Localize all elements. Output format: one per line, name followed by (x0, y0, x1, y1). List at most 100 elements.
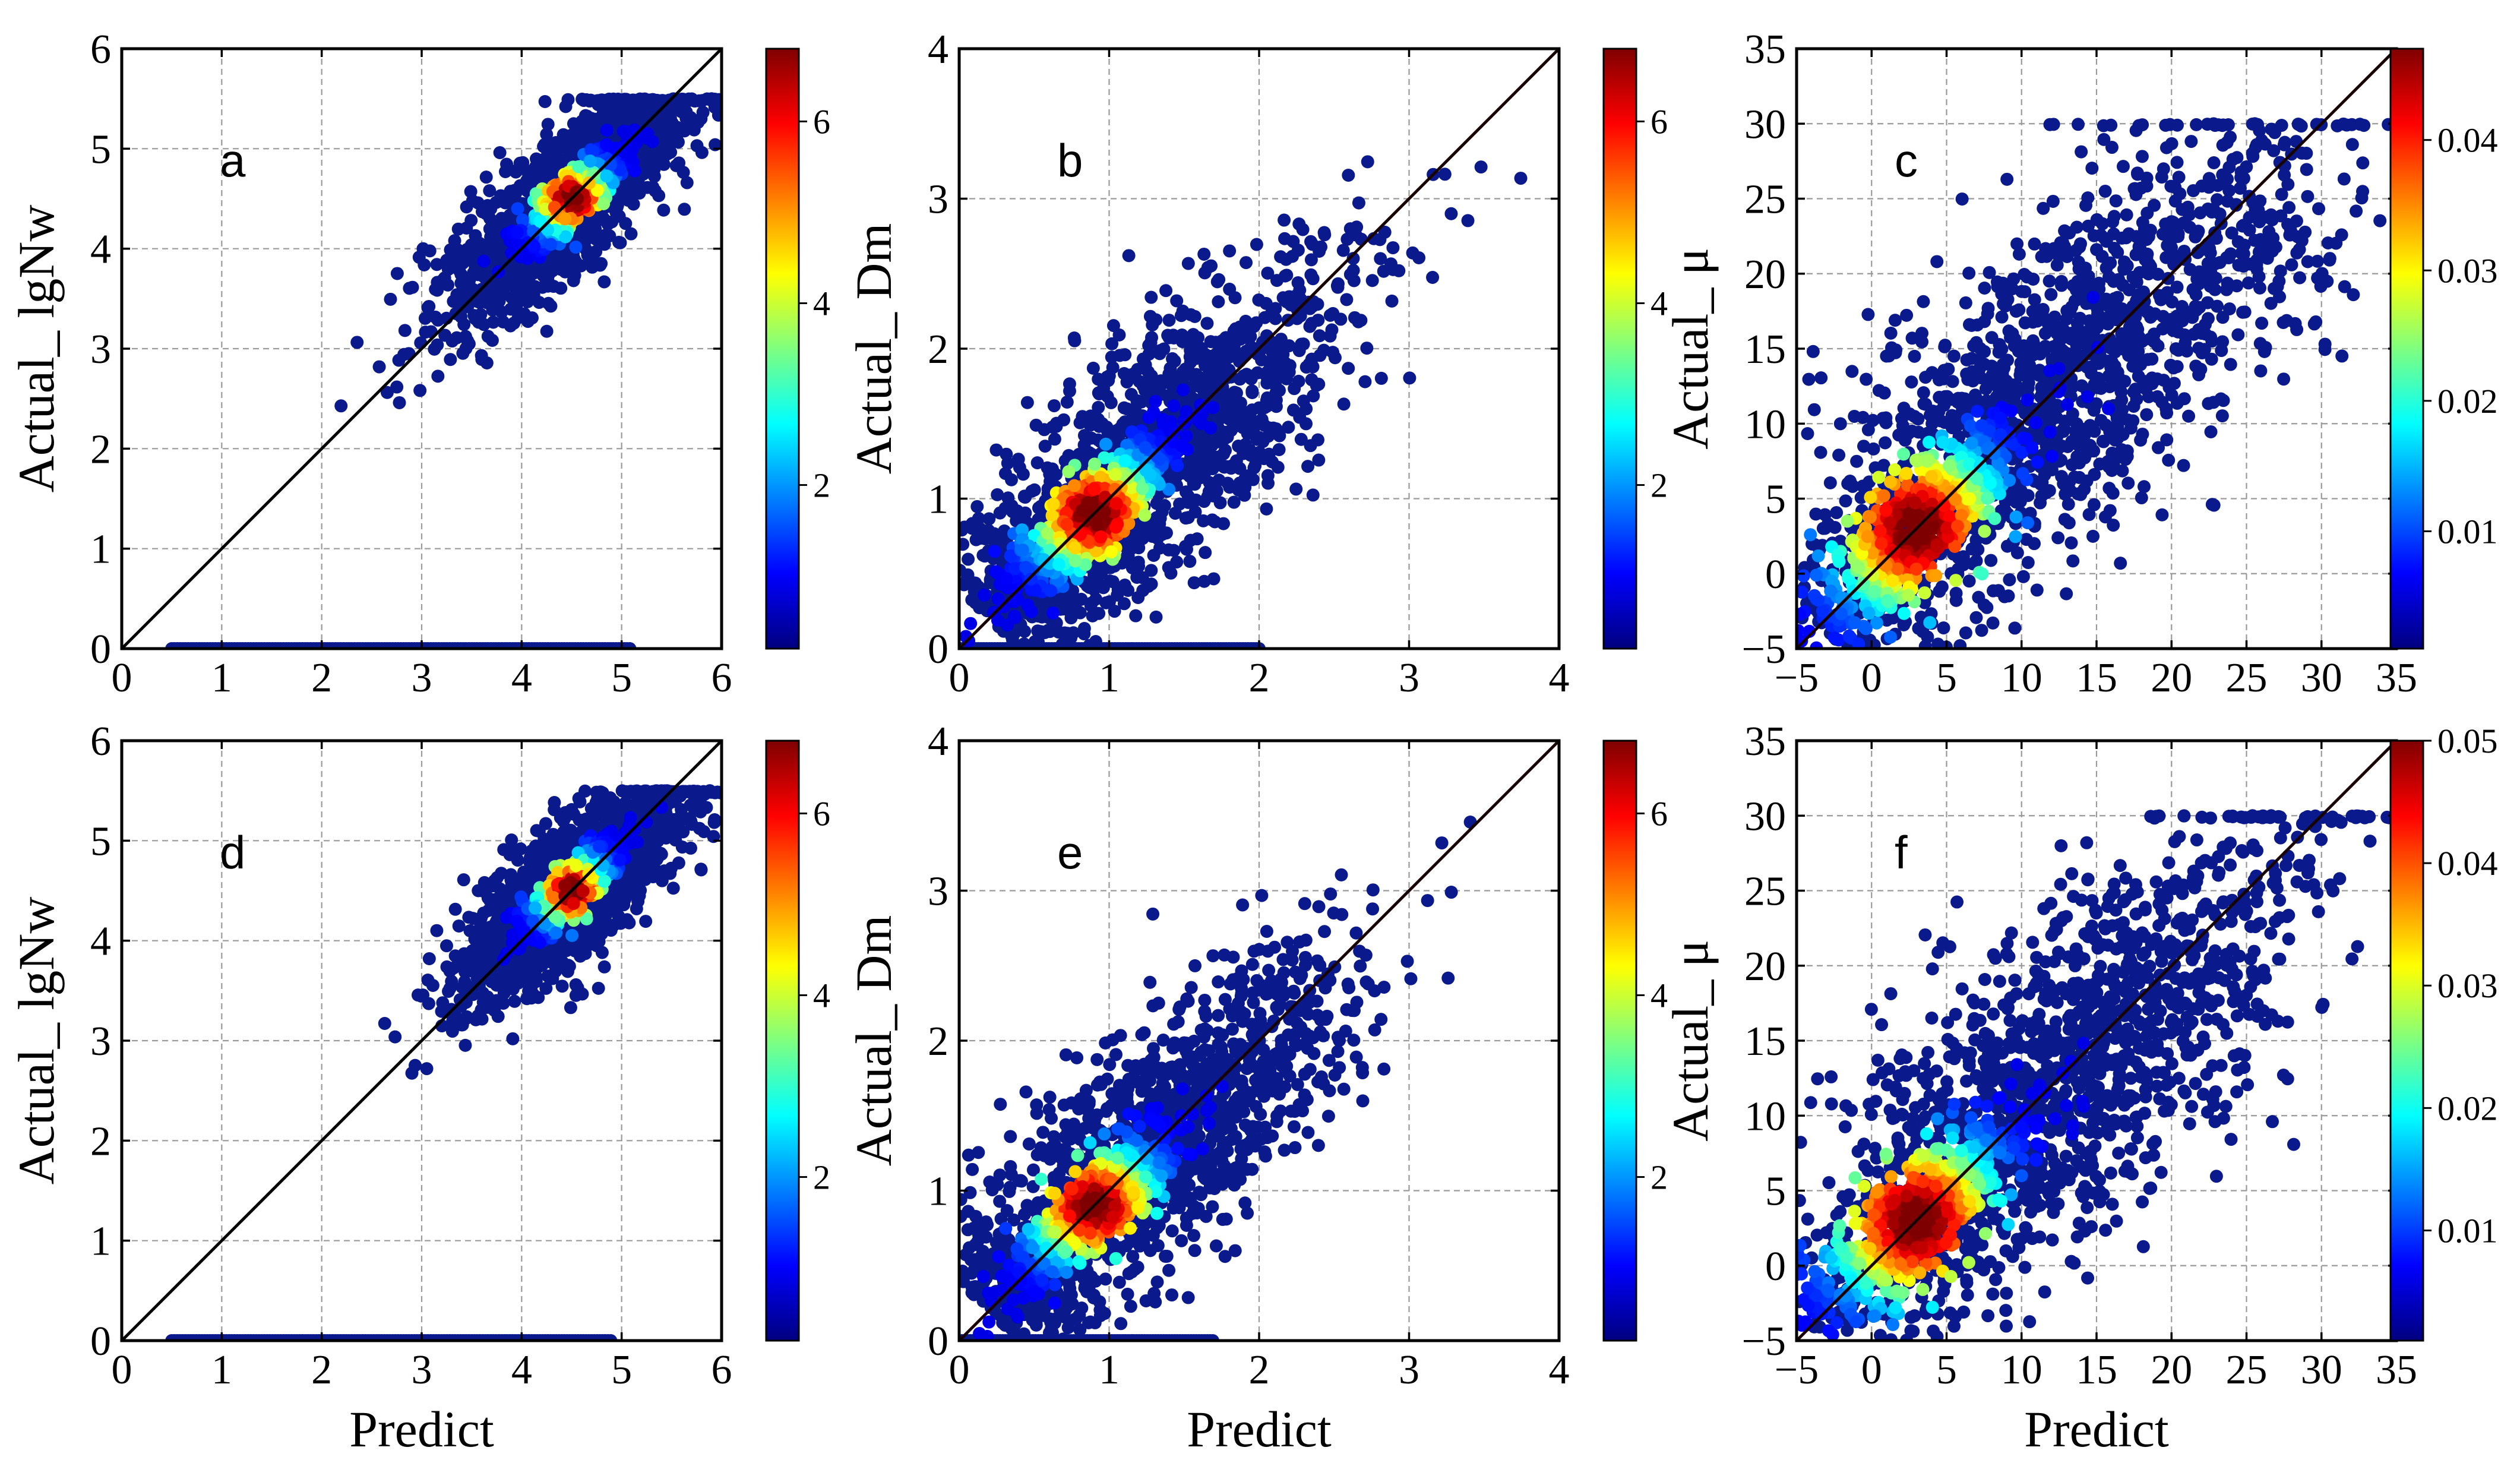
density-point (988, 545, 1001, 558)
point (1328, 351, 1342, 365)
point (1066, 584, 1080, 598)
point (1028, 635, 1042, 649)
point (1277, 359, 1291, 372)
point (1983, 266, 1996, 279)
point (567, 274, 580, 287)
point (499, 165, 513, 178)
density-point (1090, 519, 1104, 532)
point (1307, 389, 1320, 403)
point (2170, 280, 2184, 294)
point (1197, 514, 1210, 527)
point (1346, 252, 1360, 266)
density-point (614, 163, 627, 176)
point (1150, 497, 1163, 510)
point (962, 552, 975, 566)
density-point (1167, 399, 1181, 413)
colorbar-gradient (766, 49, 799, 649)
density-point (1118, 454, 1132, 467)
point (494, 194, 508, 208)
point (480, 198, 494, 212)
point (686, 116, 700, 130)
colorbar-tick-label: 6 (1651, 102, 1668, 141)
point (1227, 495, 1241, 509)
point (1144, 564, 1158, 577)
density-point (1011, 593, 1025, 606)
panel-letter: a (220, 134, 246, 187)
density-point (1153, 452, 1166, 466)
point (1361, 155, 1374, 169)
point (1144, 290, 1158, 304)
point (485, 334, 499, 347)
point (1253, 431, 1266, 444)
point (972, 511, 985, 525)
y-tick-label: 3 (928, 177, 948, 223)
panel-c: −5 0 5 10 15 20 25 30 35−505101520253035Actual_ … (1662, 27, 2498, 701)
point (1118, 579, 1131, 592)
point (482, 293, 495, 307)
point (1045, 462, 1059, 476)
point (1244, 330, 1257, 343)
zero-point (623, 642, 637, 649)
point (540, 137, 554, 150)
point (1089, 573, 1103, 586)
point (479, 170, 493, 184)
point (1374, 252, 1387, 266)
point (541, 118, 555, 131)
point (2356, 185, 2370, 198)
point (1168, 354, 1181, 368)
point (989, 443, 1003, 457)
point (1286, 403, 1300, 417)
point (2301, 255, 2315, 268)
point (1962, 266, 1976, 280)
point (620, 184, 634, 198)
point (1187, 345, 1201, 358)
point (617, 104, 631, 118)
point (1248, 459, 1262, 473)
point (2135, 491, 2148, 505)
point (2081, 219, 2095, 233)
point (1260, 394, 1273, 407)
point (2098, 184, 2112, 198)
point (380, 385, 394, 399)
point (1206, 372, 1220, 385)
density-point (1180, 405, 1193, 418)
point (557, 128, 570, 141)
point (1153, 347, 1166, 361)
point (1084, 599, 1098, 612)
density-point (1079, 558, 1092, 571)
point (1222, 409, 1236, 422)
point (390, 380, 404, 394)
density-point (544, 238, 558, 251)
y-tick-label: 1 (928, 477, 948, 523)
density-point (997, 600, 1011, 614)
point (457, 285, 470, 298)
point (1146, 530, 1159, 543)
density-point (1045, 510, 1059, 523)
identity-line (122, 49, 722, 649)
density-point (1046, 497, 1060, 511)
density-point (1109, 497, 1123, 510)
point (1102, 374, 1115, 387)
point (1346, 264, 1360, 277)
density-point (1052, 558, 1065, 571)
point (1348, 311, 1361, 324)
point (418, 311, 432, 325)
point (1017, 637, 1031, 649)
density-point (516, 213, 529, 227)
point (1178, 539, 1192, 553)
point (1304, 253, 1318, 267)
x-tick-label: 4 (511, 655, 532, 701)
point (1136, 352, 1150, 366)
density-point (978, 588, 991, 602)
point (998, 467, 1012, 481)
point (1272, 443, 1286, 456)
density-point (1193, 410, 1207, 424)
density-point (514, 239, 528, 252)
point (1386, 241, 1400, 255)
point (467, 309, 481, 323)
point (1274, 250, 1288, 264)
density-point (1068, 541, 1082, 555)
point (1049, 616, 1063, 630)
point (460, 200, 473, 214)
point (1223, 244, 1237, 258)
